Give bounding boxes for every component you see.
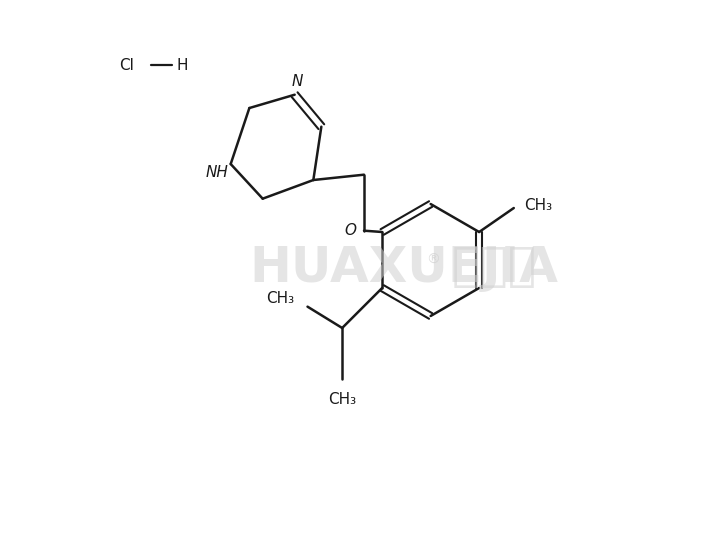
Text: O: O (345, 223, 357, 238)
Text: 化学加: 化学加 (452, 245, 537, 291)
Text: HUAXUEJIA: HUAXUEJIA (249, 244, 558, 292)
Text: NH: NH (206, 165, 229, 180)
Text: Cl: Cl (120, 58, 134, 73)
Text: CH₃: CH₃ (525, 198, 553, 213)
Text: H: H (177, 58, 189, 73)
Text: ®: ® (426, 253, 440, 267)
Text: CH₃: CH₃ (266, 291, 294, 306)
Text: CH₃: CH₃ (328, 392, 356, 407)
Text: N: N (292, 74, 303, 89)
